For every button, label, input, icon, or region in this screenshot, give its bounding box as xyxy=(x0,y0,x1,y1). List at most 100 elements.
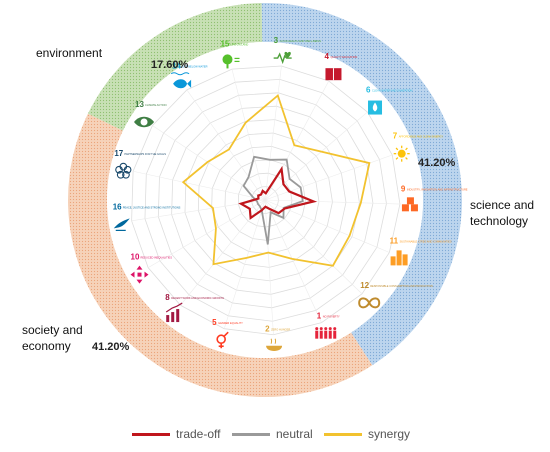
sdg-goal-5: 5 GENDER EQUALITY xyxy=(212,318,243,349)
sdg-goal-label: AFFORDABLE AND CLEAN ENERGY xyxy=(399,135,444,139)
legend: trade-off neutral synergy xyxy=(132,424,432,444)
sdg-goal-label: ZERO HUNGER xyxy=(271,328,290,332)
sector-label-environment: environment xyxy=(36,46,103,60)
sdg-goal-label: NO POVERTY xyxy=(323,315,340,319)
legend-item-trade-off: trade-off xyxy=(132,424,220,444)
grid-spoke xyxy=(186,89,266,201)
sdg-goal-16: 16 PEACE, JUSTICE AND STRONG INSTITUTIONS xyxy=(113,202,181,231)
sdg-goal-12: 12 RESPONSIBLE CONSUMPTION AND PRODUCTION xyxy=(358,281,433,309)
grid-ring xyxy=(251,186,279,214)
grid-spoke xyxy=(264,65,282,201)
grid-ring xyxy=(171,105,360,295)
sdg-goal-11: 11 SUSTAINABLE CITIES AND COMMUNITIES xyxy=(390,236,452,266)
sdg-goal-number: 3 xyxy=(274,36,279,45)
grid-spoke xyxy=(133,170,266,201)
grid-ring xyxy=(144,79,387,322)
legend-item-neutral: neutral xyxy=(232,424,313,444)
sdg-goal-8: 8 DECENT WORK AND ECONOMIC GROWTH xyxy=(165,293,224,323)
sdg-goal-label: GENDER EQUALITY xyxy=(218,321,243,325)
sdg-goal-1: 1 NO POVERTY xyxy=(315,312,340,339)
grid-spoke xyxy=(264,199,400,205)
sector-band-environment xyxy=(87,3,263,131)
bowl-icon xyxy=(266,338,283,351)
grid-spoke xyxy=(231,69,266,201)
sdg-goal-number: 16 xyxy=(113,202,122,211)
sdg-goal-number: 10 xyxy=(131,253,140,262)
sdg-goal-label: CLEAN WATER AND SANITATION xyxy=(372,89,413,93)
dove-icon xyxy=(113,218,130,231)
grid-spoke xyxy=(223,199,266,329)
grid-ring xyxy=(184,119,347,282)
sdg-goal-number: 7 xyxy=(393,132,398,141)
cubes-icon xyxy=(401,197,418,212)
sdg-goal-label: LIFE ON LAND xyxy=(230,42,248,46)
grid-ring xyxy=(224,159,306,241)
sdg-goal-number: 11 xyxy=(390,236,399,245)
grid-spoke xyxy=(264,199,322,323)
grid-spoke xyxy=(264,154,393,201)
sdg-goal-label: SUSTAINABLE CITIES AND COMMUNITIES xyxy=(400,239,452,243)
sdg-goal-number: 6 xyxy=(366,86,371,95)
sdg-goal-9: 9 INDUSTRY, INNOVATION AND INFRASTRUCTURE xyxy=(401,184,468,212)
grid-ring xyxy=(157,92,374,309)
sector-band-society-economy xyxy=(67,113,373,398)
sdg-goal-number: 1 xyxy=(317,312,322,321)
series-line-trade-off xyxy=(238,165,318,220)
sdg-goal-number: 14 xyxy=(172,62,181,71)
sdg-goal-label: GOOD HEALTH AND WELL-BEING xyxy=(280,39,321,43)
legend-item-synergy: synergy xyxy=(324,424,410,444)
grid-spoke xyxy=(264,199,363,295)
sdg-goal-label: DECENT WORK AND ECONOMIC GROWTH xyxy=(171,296,224,300)
legend-label-neutral: neutral xyxy=(276,427,313,441)
tree-icon xyxy=(222,54,240,69)
city-icon xyxy=(390,250,408,266)
sdg-goal-14: 14 LIFE BELOW WATER xyxy=(170,62,208,89)
legend-label-trade-off: trade-off xyxy=(176,427,221,441)
grid-spoke xyxy=(264,199,274,335)
sdg-goal-2: 2 ZERO HUNGER xyxy=(265,325,290,351)
grid-spoke xyxy=(152,125,266,201)
sector-label-line: science and xyxy=(470,198,535,212)
sdg-goal-17: 17 PARTNERSHIPS FOR THE GOALS xyxy=(114,149,166,179)
sdg-goal-7: 7 AFFORDABLE AND CLEAN ENERGY xyxy=(393,132,444,162)
sdg-goal-6: 6 CLEAN WATER AND SANITATION xyxy=(366,86,413,115)
sdg-goal-number: 8 xyxy=(165,293,170,302)
sector-label-line: society and xyxy=(22,323,83,337)
infinity-icon xyxy=(358,297,381,309)
sdg-goal-3: 3 GOOD HEALTH AND WELL-BEING xyxy=(273,36,321,65)
sdg-goal-label: RESPONSIBLE CONSUMPTION AND PRODUCTION xyxy=(370,284,433,288)
sector-share-environment: 17.60% xyxy=(151,59,189,71)
sector-label-science-technology: science and technology xyxy=(470,197,534,229)
gender-icon xyxy=(216,331,229,349)
sdg-goal-13: 13 CLIMATE ACTION xyxy=(134,100,167,128)
sector-share-science-technology: 41.20% xyxy=(418,157,456,169)
water-drop-icon xyxy=(368,100,383,115)
series-line-neutral xyxy=(242,155,304,245)
arrows-icon xyxy=(130,265,149,284)
sector-share-society-economy: 41.20% xyxy=(92,341,130,353)
sdg-goal-number: 15 xyxy=(220,39,229,48)
grid-ring xyxy=(237,172,293,228)
sdg-goal-label: LIFE BELOW WATER xyxy=(182,65,207,69)
sdg-goal-number: 13 xyxy=(135,100,144,109)
series-line-synergy xyxy=(181,93,371,267)
sdg-goal-10: 10 REDUCED INEQUALITIES xyxy=(130,253,173,284)
rings-icon xyxy=(115,162,132,179)
legend-swatch-trade-off xyxy=(132,432,170,436)
book-icon xyxy=(325,68,342,81)
sdg-goal-number: 2 xyxy=(265,325,270,334)
sdg-goal-label: CLIMATE ACTION xyxy=(145,103,167,107)
sdg-goal-label: PEACE, JUSTICE AND STRONG INSTITUTIONS xyxy=(123,205,181,209)
sdg-goal-number: 17 xyxy=(114,149,123,158)
sdg-goal-label: REDUCED INEQUALITIES xyxy=(141,256,173,260)
legend-swatch-synergy xyxy=(324,432,362,436)
sdg-goal-number: 12 xyxy=(360,281,369,290)
sdg-goal-4: 4 QUALITY EDUCATION xyxy=(324,52,357,81)
grid-spoke xyxy=(264,111,368,201)
grid-ring xyxy=(211,145,320,255)
legend-label-synergy: synergy xyxy=(368,427,411,441)
sector-label-line: technology xyxy=(470,214,529,228)
grid-ring xyxy=(131,65,401,336)
sector-band-science-technology xyxy=(261,2,462,366)
sector-label-society-economy: society and economy xyxy=(22,322,83,354)
